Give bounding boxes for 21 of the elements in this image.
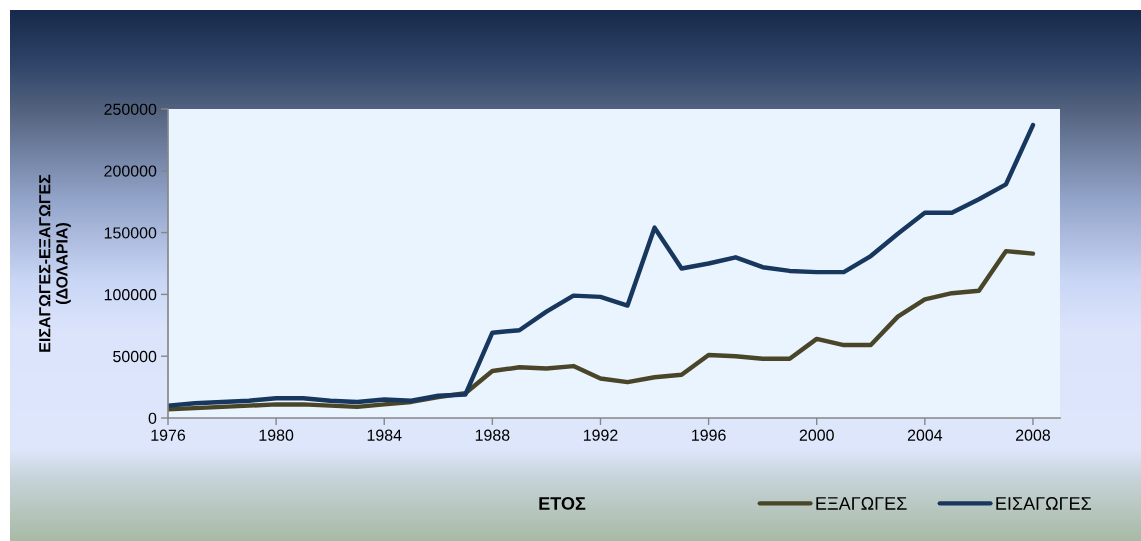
x-tick-label: 2008: [1016, 429, 1051, 441]
legend-label: ΕΙΣΑΓΩΓΕΣ: [996, 497, 1092, 510]
y-tick-label: 200000: [104, 165, 157, 177]
legend-label: ΕΞΑΓΩΓΕΣ: [816, 497, 907, 510]
y-axis-title: ΕΙΣΑΓΩΓΕΣ-ΕΞΑΓΩΓΕΣ (ΔΟΛΑΡΙΑ): [39, 174, 71, 352]
line-series: [168, 122, 1036, 408]
x-tick-label: 1984: [367, 429, 402, 441]
x-tick-label: 1988: [475, 429, 510, 441]
x-tick-label: 1992: [583, 429, 618, 441]
y-tick-label: 150000: [104, 227, 157, 239]
x-tick-label: 1996: [692, 429, 726, 441]
y-tick-label: 0: [148, 412, 157, 424]
x-tick-label: 2004: [907, 429, 943, 441]
x-tick-label: 1980: [259, 429, 294, 441]
x-tick-label: 2000: [799, 429, 834, 441]
x-tick-label: 1976: [151, 429, 186, 441]
y-tick-label: 50000: [113, 350, 157, 363]
x-axis-title: ΕΤΟΣ: [539, 497, 586, 510]
y-tick-label: 100000: [104, 289, 157, 301]
line-series: [168, 248, 1036, 412]
y-tick-label: 250000: [104, 103, 157, 115]
